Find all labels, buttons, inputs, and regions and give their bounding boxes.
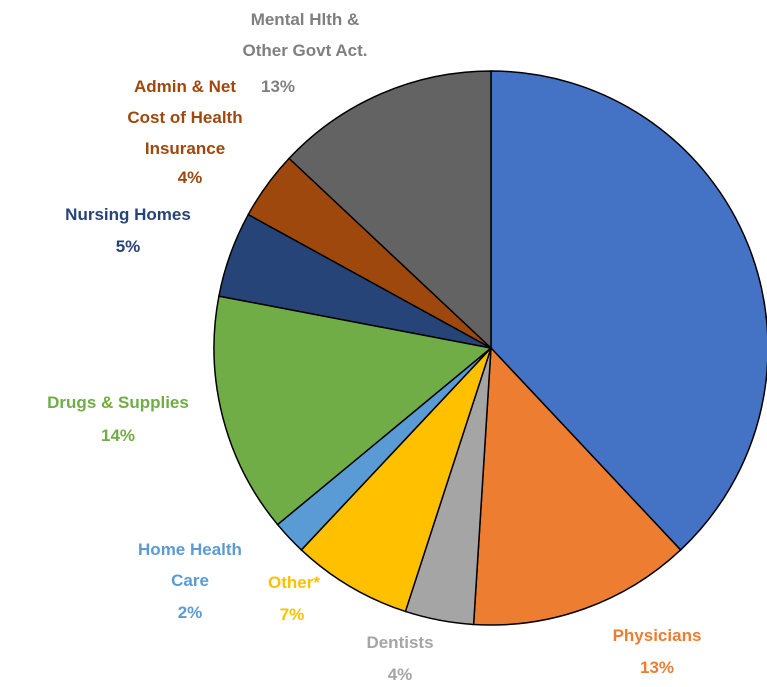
pie-slice — [288, 70, 492, 350]
percent-label: 14% — [100, 426, 136, 445]
slice-label: Other* — [268, 573, 320, 592]
pie-slice — [213, 295, 493, 526]
percent-label: 4% — [387, 665, 413, 684]
percent-label: 2% — [177, 603, 203, 622]
slice-label: Nursing Homes — [65, 205, 191, 224]
percent-label: 4% — [177, 168, 203, 187]
slice-label: Drugs & Supplies — [47, 393, 189, 412]
slice-label: Admin & Net Cost of Health Insurance — [127, 77, 243, 158]
slice-label: Dentists — [366, 633, 434, 652]
percent-label: 5% — [115, 237, 141, 256]
slice-label: Home Health Care — [138, 540, 242, 590]
pie-slice — [490, 70, 767, 551]
percent-label: 13% — [260, 77, 296, 96]
slice-label: Physicians — [612, 626, 702, 645]
pie-slice — [300, 347, 492, 613]
slice-label: Mental Hlth & Other Govt Act. — [242, 10, 368, 60]
percent-label: 13% — [639, 658, 675, 677]
percent-label: 7% — [279, 605, 305, 624]
pie-slice — [472, 346, 682, 626]
